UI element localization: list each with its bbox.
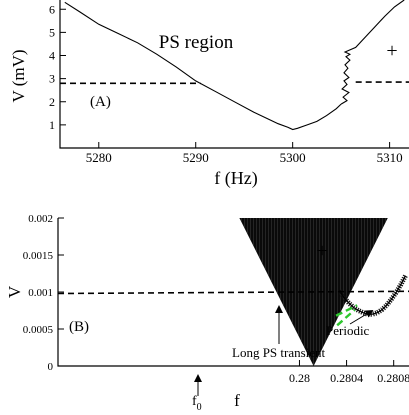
f0-subscript: 0 xyxy=(197,402,202,413)
panel-a-plus-marker: + xyxy=(386,40,397,62)
panel-b-x-tick-label-1: 0.2804 xyxy=(330,371,363,385)
panel-a-y-tick-label-3: 4 xyxy=(49,49,55,63)
panel-b-plus-marker: + xyxy=(316,240,327,262)
panel-b-label: (B) xyxy=(69,319,89,335)
panel-a-x-tick-label-3: 5310 xyxy=(377,150,403,165)
panel-a: 5280 5290 5300 5310 1 2 3 4 5 6 PS region + (A) V… xyxy=(9,0,409,189)
panel-b-x-tick-label-0: 0.28 xyxy=(289,371,310,385)
panel-b: 0.28 0.2804 0.280800.00050.0010.00150.002 … xyxy=(5,213,409,413)
panel-a-y-tick-label-1: 2 xyxy=(49,95,55,109)
panel-b-y-tick-label-1: 0.0005 xyxy=(23,324,54,336)
panel-b-y-tick-label-4: 0.002 xyxy=(28,213,53,225)
ps-region-hatch xyxy=(241,218,386,366)
panel-a-y-tick-label-2: 3 xyxy=(49,72,55,86)
panel-a-y-tick-label-0: 1 xyxy=(49,118,55,132)
panel-a-y-tick-label-4: 5 xyxy=(49,25,55,39)
ps-region-label: PS region xyxy=(159,32,234,53)
panel-a-axes xyxy=(59,0,409,149)
f0-label: f0 xyxy=(192,394,202,413)
panel-a-x-tick-label-1: 5290 xyxy=(183,150,209,165)
panel-b-ticks: 0.28 0.2804 0.2808 0 0.0005 0.001 0.0015 0.002 xyxy=(23,213,409,385)
panel-a-plot-area xyxy=(60,0,409,131)
panel-b-y-axis-label: V xyxy=(5,285,24,298)
panel-a-series-1-boundary-right xyxy=(340,0,405,105)
panel-a-ticks: 5280 5290 5300 5310 1 2 3 4 5 6 xyxy=(49,2,403,165)
panel-b-series-2-transient-guide xyxy=(335,304,358,317)
periodic-arrow xyxy=(349,309,374,325)
panel-a-series-0-boundary-left xyxy=(64,1,342,131)
panel-b-series-1-threshold xyxy=(58,290,409,295)
panel-b-y-tick-label-2: 0.001 xyxy=(28,287,53,299)
panel-b-x-axis-label: f xyxy=(234,391,240,410)
panel-b-series-3-transient-guide xyxy=(336,308,356,327)
panel-a-y-tick-label-5: 6 xyxy=(49,2,55,16)
panel-b-x-tick-label-2: 0.2808 xyxy=(377,371,409,385)
panel-b-plot-area xyxy=(58,218,409,366)
panel-a-y-axis-label: V (mV) xyxy=(9,49,28,102)
periodic-label: Periodic xyxy=(326,323,370,338)
panel-a-x-tick-label-2: 5300 xyxy=(280,150,306,165)
panel-a-x-axis-label: f (Hz) xyxy=(214,168,257,189)
panel-a-x-tick-label-0: 5280 xyxy=(86,150,112,165)
panel-b-y-tick-label-3: 0.0015 xyxy=(23,250,54,262)
long-ps-transient-label: Long PS transient xyxy=(232,345,326,360)
panel-b-y-tick-label-0: 0 xyxy=(48,361,54,373)
panel-a-label: (A) xyxy=(90,94,111,110)
